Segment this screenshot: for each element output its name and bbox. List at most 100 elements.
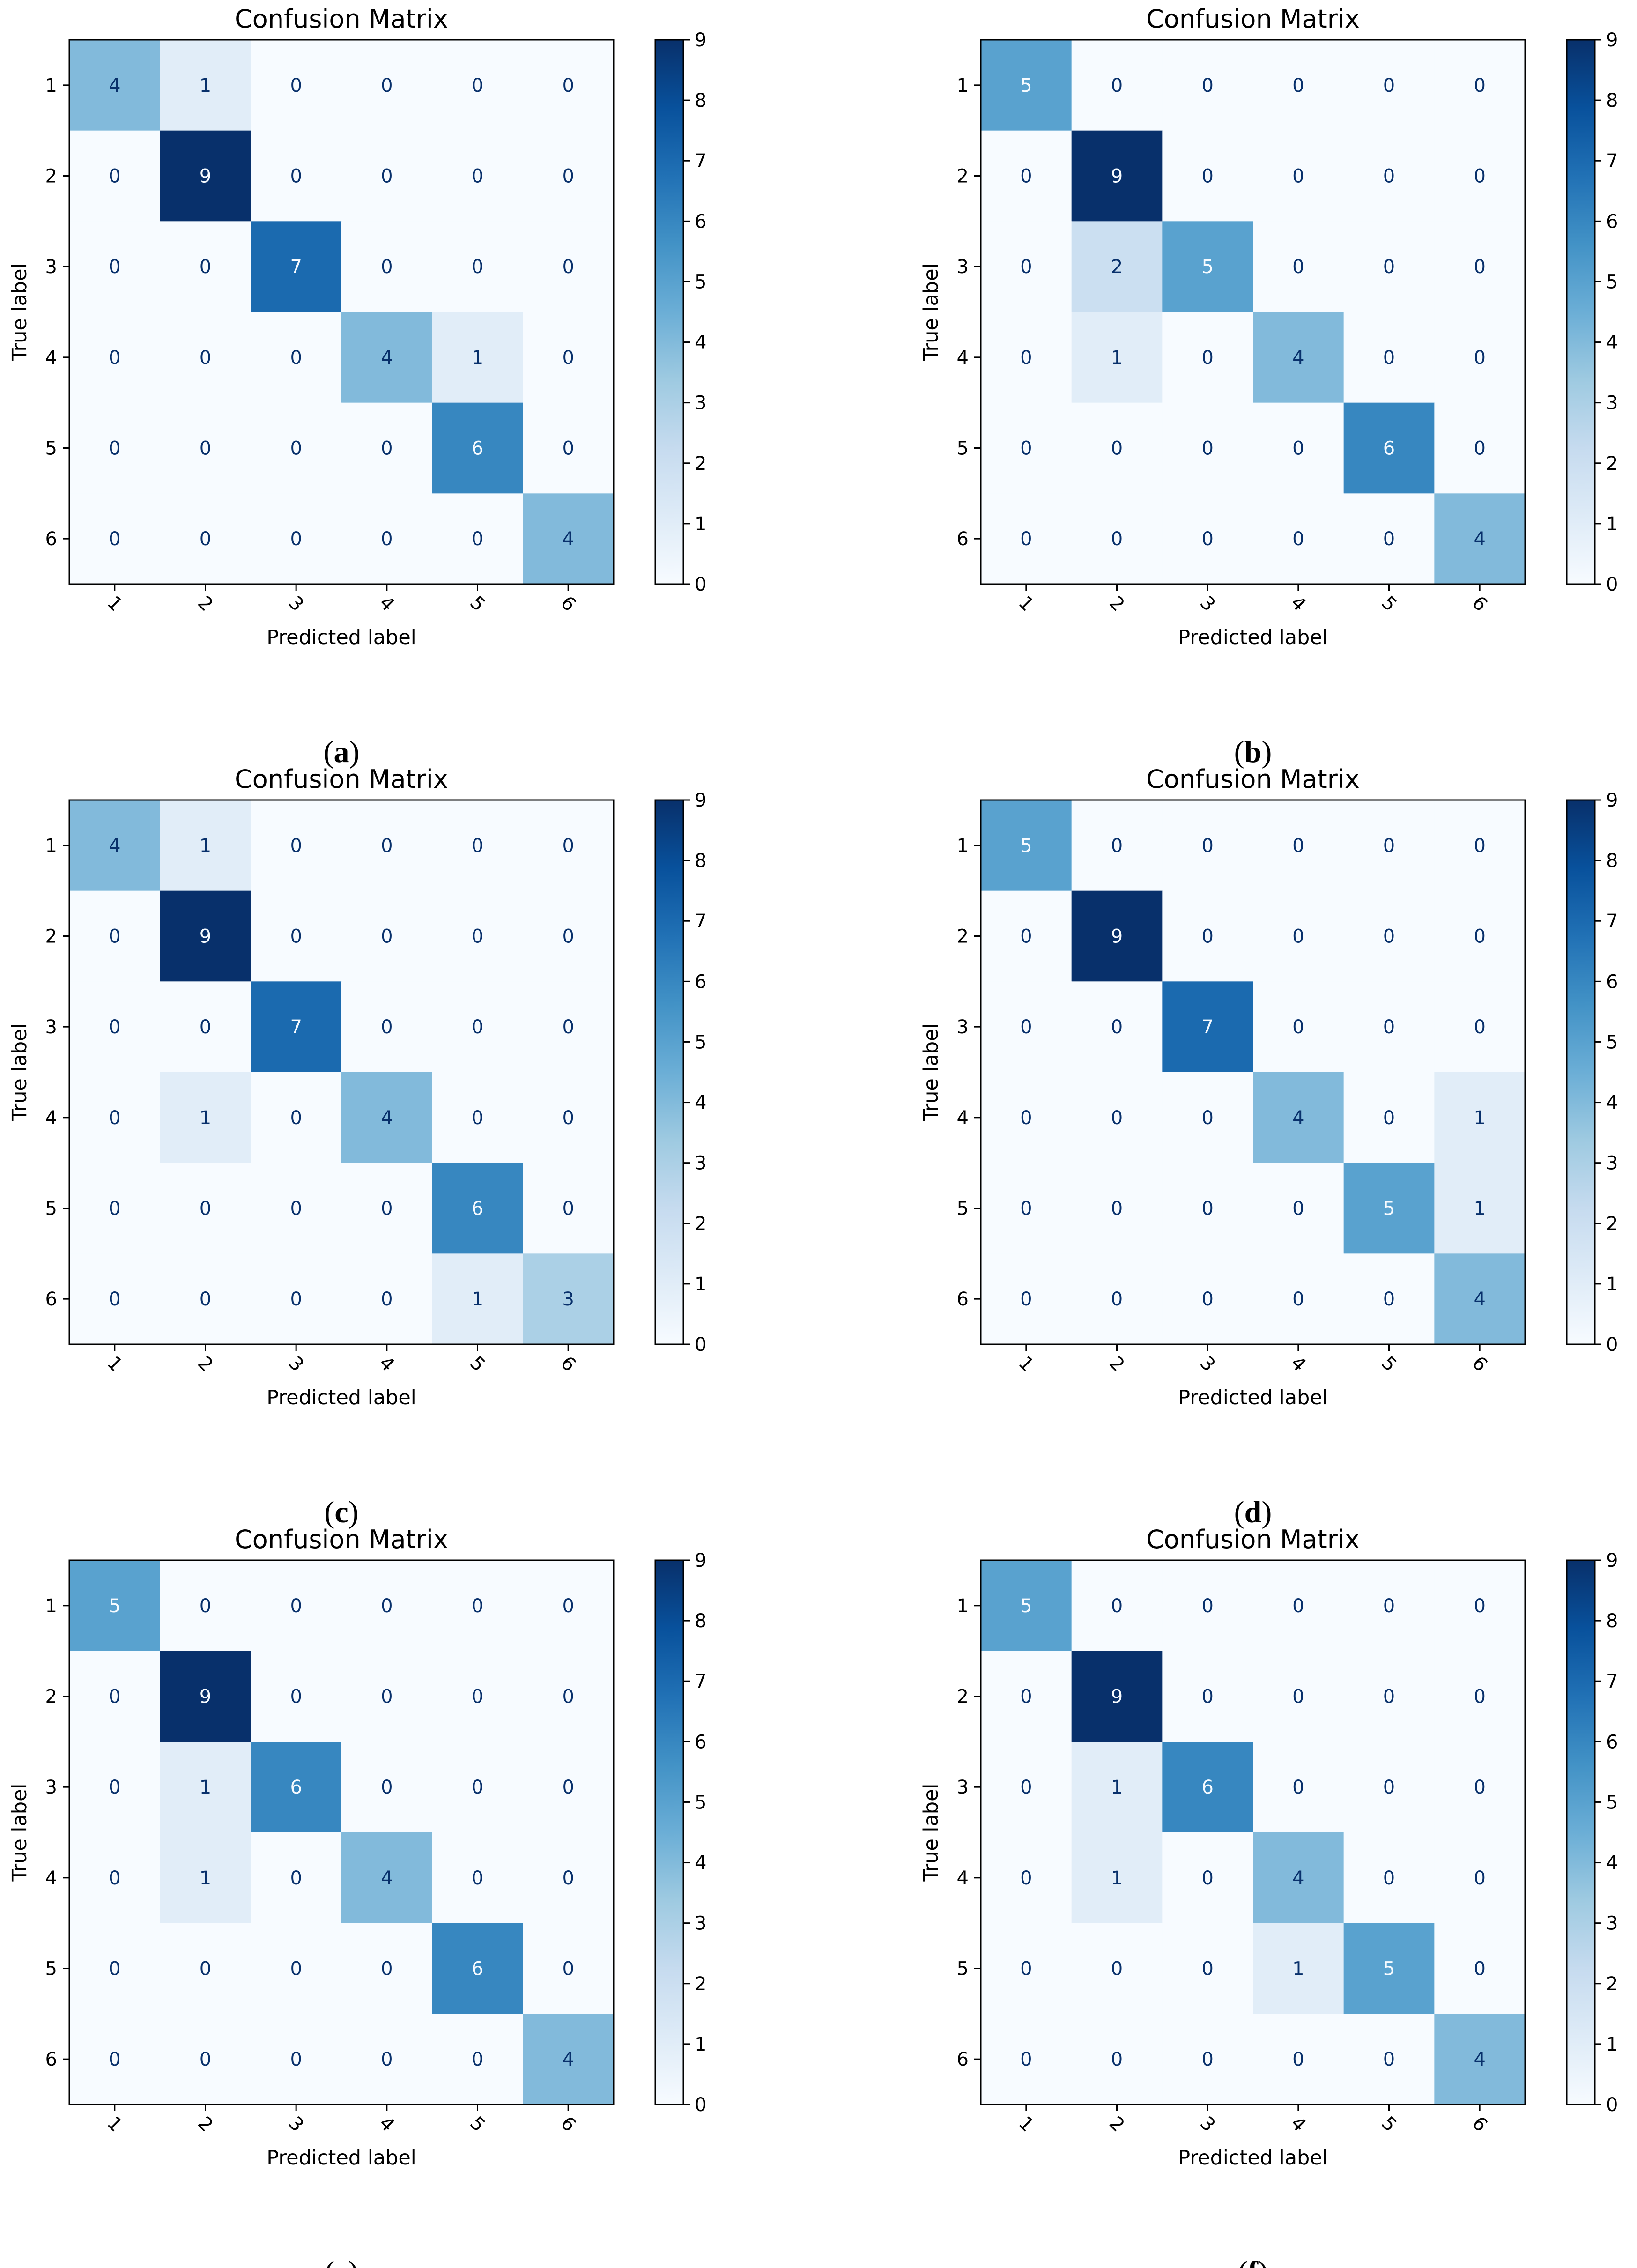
cell-value-label: 0 (109, 2049, 120, 2070)
heatmap-cell (432, 1742, 523, 1833)
confusion-matrix-panel-a: Confusion Matrix 4 1 0 0 0 0 0 9 0 0 0 0 0 0 7 0 0 0 0 0 0 4 1 0… (8, 4, 706, 769)
heatmap-cell (981, 1163, 1072, 1254)
heatmap-cell (1162, 1253, 1253, 1345)
cell-value-label: 0 (200, 1016, 211, 1038)
axes-frame (980, 39, 1526, 585)
heatmap-cell (1343, 1560, 1435, 1652)
cell-value-label: 0 (562, 1868, 574, 1889)
cell-value-label: 0 (290, 1289, 302, 1310)
cell-value-label: 0 (1020, 528, 1032, 550)
cell-value-label: 4 (562, 528, 574, 550)
cell-value-label: 0 (1383, 2049, 1395, 2070)
cell-value-label: 0 (109, 1777, 120, 1798)
colorbar-tick-label: 3 (1606, 393, 1618, 414)
heatmap-cell (341, 1742, 433, 1833)
heatmap-cell (69, 1651, 161, 1742)
heatmap-cell (432, 130, 523, 222)
heatmap-cell (981, 2014, 1072, 2105)
cell-value-label: 0 (1383, 1868, 1395, 1889)
cell-value-label: 0 (1474, 1686, 1485, 1708)
cell-value-label: 0 (1020, 926, 1032, 948)
heatmap-cell (432, 1832, 523, 1924)
y-tick-label: 5 (45, 438, 57, 460)
cell-value-label: 0 (1111, 1016, 1123, 1038)
y-tick-label: 2 (957, 1686, 969, 1708)
heatmap-cell (523, 1742, 614, 1833)
cell-value-label: 0 (1020, 1016, 1032, 1038)
heatmap-cell (432, 1072, 523, 1164)
cell-value-label: 0 (1201, 1595, 1213, 1617)
confusion-matrix-panel-d: Confusion Matrix 5 0 0 0 0 0 0 9 0 0 0 0 0 0 7 0 0 0 0 0 0 4 0 1… (919, 764, 1618, 1529)
cell-value-label: 1 (200, 75, 211, 96)
cell-value-label: 5 (1020, 835, 1032, 857)
y-tick-label: 2 (957, 926, 969, 948)
colorbar-tick-label: 1 (695, 513, 706, 535)
colorbar-tick-label: 3 (1606, 1153, 1618, 1174)
cell-value-label: 4 (381, 1107, 393, 1129)
cell-value-label: 0 (1111, 1198, 1123, 1220)
cell-value-label: 1 (472, 347, 483, 369)
heatmap-cell (1253, 1253, 1344, 1345)
x-tick-label: 1 (1015, 592, 1038, 616)
cell-value-label: 0 (1474, 1595, 1485, 1617)
x-tick-label: 2 (193, 2112, 217, 2136)
heatmap-cell (341, 1560, 433, 1652)
cell-value-label: 6 (290, 1777, 302, 1798)
cell-value-label: 0 (109, 926, 120, 948)
heatmap-cell (1162, 800, 1253, 891)
heatmap-cell (1343, 1163, 1435, 1254)
cell-value-label: 0 (290, 347, 302, 369)
heatmap-cell (1071, 1072, 1163, 1164)
heatmap-cell (523, 402, 614, 494)
heatmap-cell (1162, 130, 1253, 222)
heatmap-cell (432, 800, 523, 891)
cell-value-label: 0 (472, 75, 483, 96)
heatmap-cell (1162, 493, 1253, 585)
y-tick-label: 2 (45, 166, 57, 187)
cell-value-label: 0 (562, 256, 574, 278)
heatmap-cell (432, 312, 523, 403)
colorbar-tick-label: 1 (1606, 2034, 1618, 2055)
cell-value-label: 0 (290, 1958, 302, 1980)
heatmap-cell (1343, 130, 1435, 222)
cell-value-label: 4 (1292, 1107, 1304, 1129)
x-tick-label: 5 (1377, 2112, 1401, 2136)
cell-value-label: 0 (1020, 1107, 1032, 1129)
confusion-matrix-panel-b: Confusion Matrix 5 0 0 0 0 0 0 9 0 0 0 0 0 2 5 0 0 0 0 1 0 4 0 0… (919, 4, 1618, 769)
cell-value-label: 5 (1201, 256, 1213, 278)
heatmap-cell (160, 890, 251, 982)
colorbar-tick-label: 2 (695, 1973, 706, 1995)
cell-value-label: 0 (290, 1198, 302, 1220)
panel-caption: (d) (1234, 1495, 1272, 1529)
y-tick-label: 4 (45, 347, 57, 369)
heatmap-cell (1343, 493, 1435, 585)
heatmap-cell (160, 312, 251, 403)
panel-caption: (c) (324, 1495, 358, 1529)
heatmap-cell (1071, 40, 1163, 131)
cell-value-label: 4 (1474, 2049, 1485, 2070)
colorbar-tick-label: 3 (695, 1913, 706, 1934)
cell-value-label: 1 (472, 1289, 483, 1310)
cell-value-label: 0 (200, 1289, 211, 1310)
cell-value-label: 0 (381, 1289, 393, 1310)
cell-value-label: 0 (562, 1595, 574, 1617)
cell-value-label: 1 (200, 835, 211, 857)
colorbar-tick-label: 7 (1606, 911, 1618, 932)
cell-value-label: 0 (1292, 1686, 1304, 1708)
heatmap-cell (1253, 402, 1344, 494)
heatmap-cell (1162, 1560, 1253, 1652)
heatmap-cell (69, 493, 161, 585)
heatmap-cell (1162, 1923, 1253, 2014)
heatmap-cell (69, 1832, 161, 1924)
heatmap-cell (1434, 312, 1526, 403)
heatmap-cell (1162, 1163, 1253, 1254)
x-tick-label: 5 (466, 1352, 489, 1376)
heatmap-cell (341, 130, 433, 222)
cell-value-label: 0 (1292, 438, 1304, 460)
heatmap-cell (432, 1253, 523, 1345)
colorbar (654, 799, 684, 1345)
y-tick-label: 5 (45, 1958, 57, 1980)
colorbar-tick-label: 2 (695, 1213, 706, 1235)
cell-value-label: 0 (290, 438, 302, 460)
cell-value-label: 0 (1383, 926, 1395, 948)
